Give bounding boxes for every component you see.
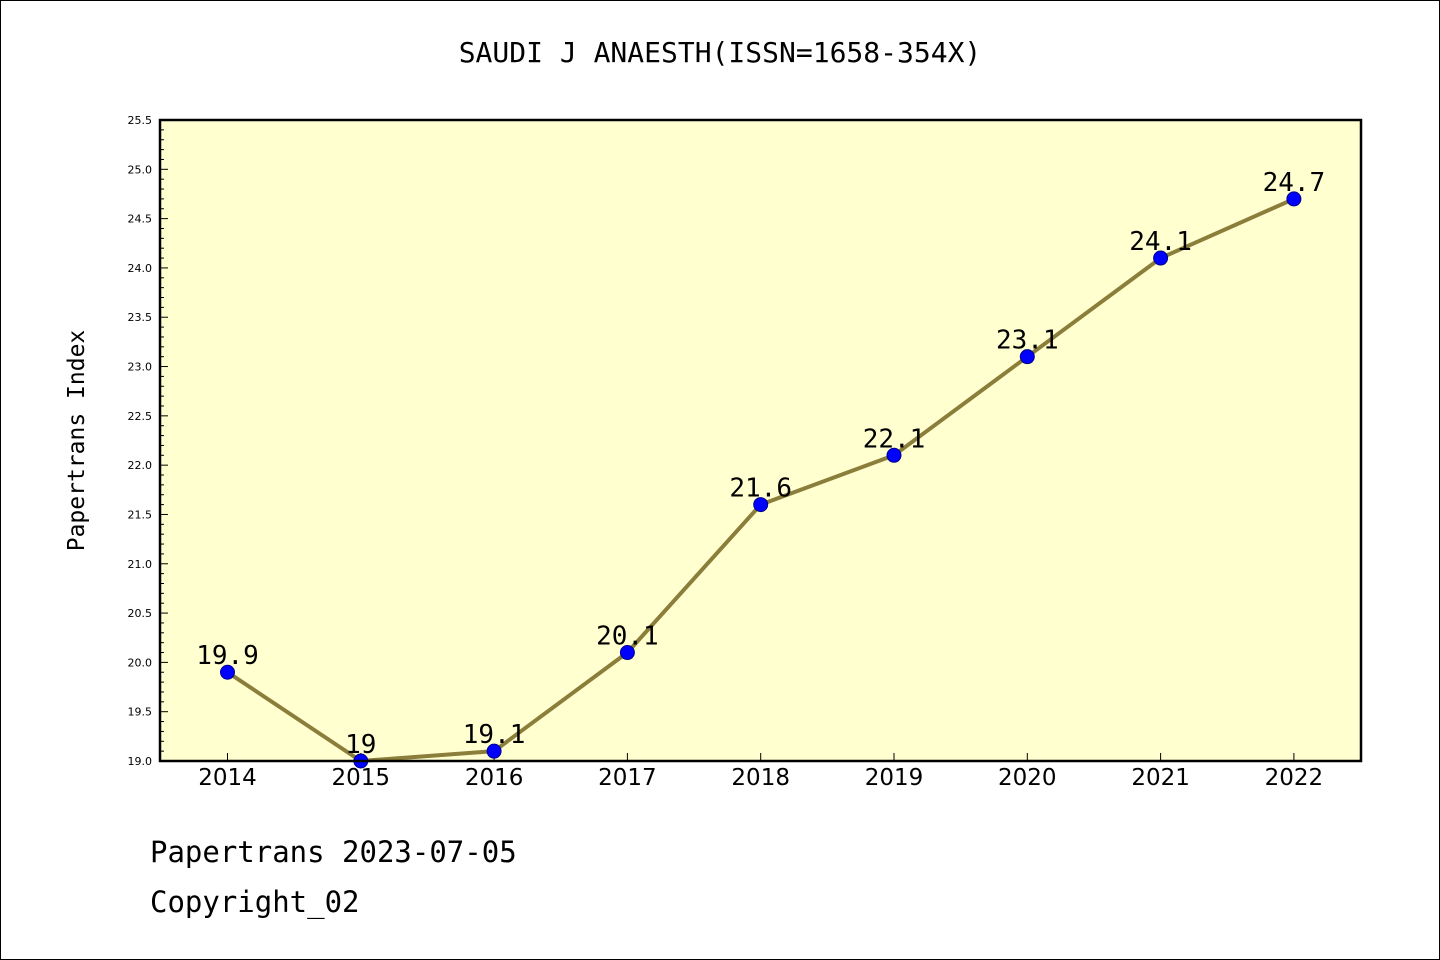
plot-border	[158, 118, 1363, 763]
data-point	[619, 645, 635, 661]
y-tick-label: 23.0	[128, 361, 153, 374]
x-tick-label: 2020	[998, 765, 1057, 791]
footer-copyright: Copyright_02	[150, 885, 360, 919]
x-tick-label: 2017	[598, 765, 657, 791]
y-tick-label: 24.0	[128, 262, 153, 275]
x-tick-label: 2014	[198, 765, 257, 791]
x-tick-label: 2021	[1131, 765, 1190, 791]
x-tick-label: 2022	[1265, 765, 1324, 791]
y-tick-label: 21.5	[128, 508, 153, 521]
data-point	[753, 497, 769, 513]
footer-date: Papertrans 2023-07-05	[150, 835, 517, 869]
y-tick-label: 20.0	[128, 656, 153, 669]
y-tick-label: 24.5	[128, 213, 153, 226]
y-tick-label: 22.0	[128, 459, 153, 472]
y-tick-label: 25.5	[128, 114, 153, 127]
y-tick-label: 19.5	[128, 706, 153, 719]
data-point	[886, 447, 902, 463]
y-tick-label: 25.0	[128, 163, 153, 176]
y-tick-label: 21.0	[128, 558, 153, 571]
chart-title: SAUDI J ANAESTH(ISSN=1658-354X)	[458, 36, 982, 69]
x-tick-label: 2016	[465, 765, 524, 791]
data-point	[1019, 349, 1035, 365]
x-tick-label: 2019	[865, 765, 924, 791]
data-point	[1153, 250, 1169, 266]
y-tick-label: 22.5	[128, 410, 153, 423]
y-axis-label: Papertrans Index	[64, 330, 90, 552]
plot-area	[160, 120, 1361, 761]
x-tick-label: 2018	[731, 765, 790, 791]
data-point	[1286, 191, 1302, 207]
data-point	[486, 743, 502, 759]
y-tick-label: 23.5	[128, 311, 153, 324]
x-tick-label: 2015	[332, 765, 391, 791]
data-point	[220, 664, 235, 680]
y-tick-label: 19.0	[128, 755, 153, 768]
y-tick-label: 20.5	[128, 607, 153, 620]
